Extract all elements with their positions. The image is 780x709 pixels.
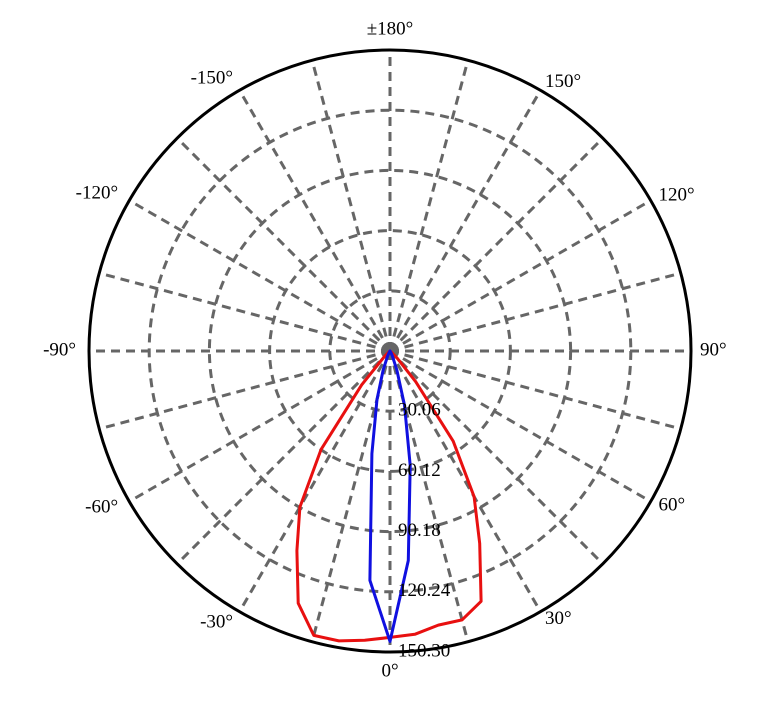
grid-spoke [388,350,542,613]
radial-label: 30.06 [398,400,441,421]
angle-label: -150° [191,67,233,88]
grid-spoke [128,349,391,503]
angle-label: -30° [200,611,233,632]
angle-label: -90° [43,339,76,360]
angle-label: -120° [76,182,118,203]
grid-spoke [238,89,392,352]
grid-spoke [389,349,652,503]
series-line [368,349,412,643]
grid-spoke-minor [389,349,682,431]
grid-spoke-minor [388,349,604,565]
angle-label: 0° [381,660,398,681]
grid-spoke-minor [176,349,392,565]
radial-label: 120.24 [398,580,451,601]
angle-label: 90° [700,339,727,360]
grid-spoke [128,199,391,353]
grid-spoke-minor [176,137,392,353]
angle-label: 120° [658,184,694,205]
angle-label: 30° [545,608,572,629]
radial-label: 90.18 [398,520,441,541]
grid-spoke-minor [98,349,391,431]
angle-label: -60° [85,496,118,517]
grid-spoke [389,199,652,353]
grid-spoke-minor [389,271,682,353]
outer-circle [87,48,693,654]
grid-spoke-minor [388,59,470,352]
grid-spoke-minor [98,271,391,353]
angle-label: ±180° [367,18,414,39]
grid-spoke-minor [388,137,604,353]
radial-label: 150.30 [398,640,450,661]
angle-label: 60° [658,494,685,515]
radial-label: 60.12 [398,460,441,481]
grid-spoke-minor [310,59,392,352]
grid-spoke [238,350,392,613]
angle-label: 150° [545,71,581,92]
grid-spoke [388,89,542,352]
